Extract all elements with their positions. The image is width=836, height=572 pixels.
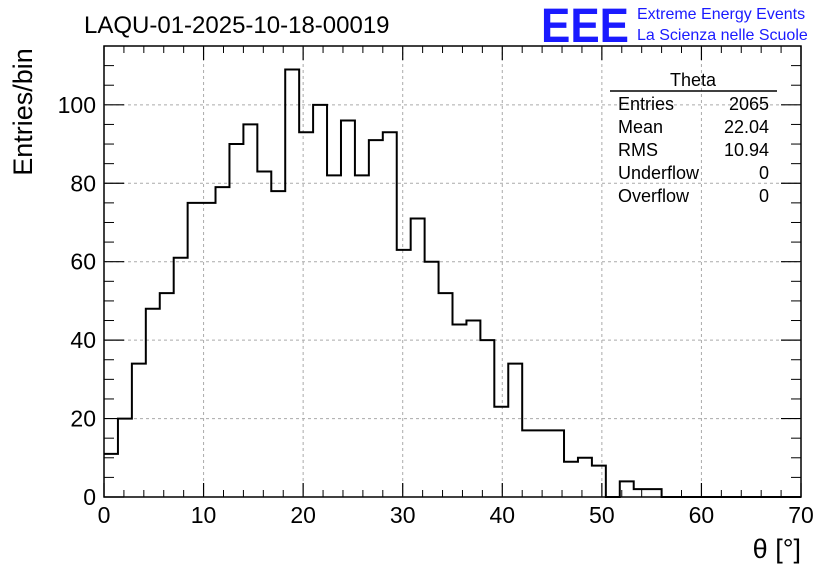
axis-ticks <box>103 46 802 498</box>
histogram-bin <box>564 462 578 497</box>
x-tick-label: 60 <box>689 502 715 528</box>
histogram-bin <box>355 175 369 497</box>
histogram-bin <box>369 140 383 497</box>
histogram-bin <box>592 466 606 497</box>
stats-title: Theta <box>670 70 717 90</box>
histogram-bin <box>648 489 662 497</box>
chart-title: LAQU-01-2025-10-18-00019 <box>84 12 390 39</box>
histogram-bin <box>243 124 257 497</box>
histogram-bin <box>425 262 439 497</box>
stats-value: 10.94 <box>724 140 769 160</box>
histogram-bin <box>411 219 425 497</box>
histogram-bin <box>453 324 467 497</box>
histogram-bin <box>508 364 522 497</box>
y-axis-label: Entries/bin <box>8 48 38 176</box>
x-tick-label: 50 <box>589 502 615 528</box>
histogram-bin <box>188 203 202 497</box>
histogram-bin <box>299 132 313 497</box>
logo-line-2: La Scienza nelle Scuole <box>637 27 808 44</box>
y-tick-label: 100 <box>58 92 96 118</box>
x-tick-label: 40 <box>489 502 515 528</box>
x-tick-label: 10 <box>191 502 217 528</box>
histogram-bin <box>550 430 564 497</box>
histogram-bin <box>132 364 146 497</box>
histogram-bin <box>536 430 550 497</box>
histogram-bin <box>118 419 132 497</box>
histogram-bin <box>104 454 118 497</box>
stats-value: 22.04 <box>724 117 769 137</box>
histogram-bin <box>634 489 648 497</box>
histogram-bin <box>383 132 397 497</box>
x-tick-label: 30 <box>390 502 416 528</box>
x-axis-label: θ [°] <box>753 534 801 564</box>
histogram-bin <box>174 258 188 497</box>
histogram-bin <box>229 144 243 497</box>
stats-rows: Entries 2065 Mean 22.04 RMS 10.94 Underflow 0 Ov… <box>618 94 769 206</box>
histogram-bin <box>397 250 411 497</box>
histogram-bin <box>522 430 536 497</box>
eee-logo: EEE Extreme Energy Events La Scienza nel… <box>541 0 808 53</box>
histogram-outline <box>104 68 801 498</box>
x-tick-label: 70 <box>788 502 814 528</box>
stats-label: Mean <box>618 117 663 137</box>
y-tick-label: 20 <box>70 406 96 432</box>
histogram-bin <box>439 293 453 497</box>
stats-value: 0 <box>759 186 769 206</box>
logo-line-1: Extreme Energy Events <box>637 6 805 23</box>
y-tick-label: 0 <box>83 484 96 510</box>
histogram-bin <box>341 121 355 497</box>
plot-frame <box>103 45 802 498</box>
grid-lines <box>104 46 801 497</box>
y-tick-label: 60 <box>70 249 96 275</box>
histogram-bin <box>216 187 230 497</box>
histogram-bin <box>578 458 592 497</box>
stats-label: Entries <box>618 94 674 114</box>
x-tick-label: 0 <box>98 502 111 528</box>
histogram-bin <box>466 321 480 497</box>
histogram-bin <box>285 70 299 497</box>
histogram-bin <box>271 191 285 497</box>
histogram-bin <box>160 293 174 497</box>
stats-value: 2065 <box>729 94 769 114</box>
histogram-bin <box>494 407 508 497</box>
stats-label: RMS <box>618 140 658 160</box>
stats-box: Theta Entries 2065 Mean 22.04 RMS 10.94 Underf… <box>610 70 777 206</box>
y-tick-label: 40 <box>70 327 96 353</box>
histogram-bin <box>313 105 327 497</box>
stats-label: Underflow <box>618 163 700 183</box>
stats-value: 0 <box>759 163 769 183</box>
histogram-bin <box>257 171 271 497</box>
y-tick-label: 80 <box>70 170 96 196</box>
histogram-bin <box>327 175 341 497</box>
x-tick-label: 20 <box>290 502 316 528</box>
stats-label: Overflow <box>618 186 690 206</box>
eee-logo-mark: EEE <box>541 0 629 53</box>
tick-labels: 0 10 20 30 40 50 60 70 0 20 40 60 80 100 <box>58 92 814 528</box>
histogram-bin <box>146 309 160 497</box>
